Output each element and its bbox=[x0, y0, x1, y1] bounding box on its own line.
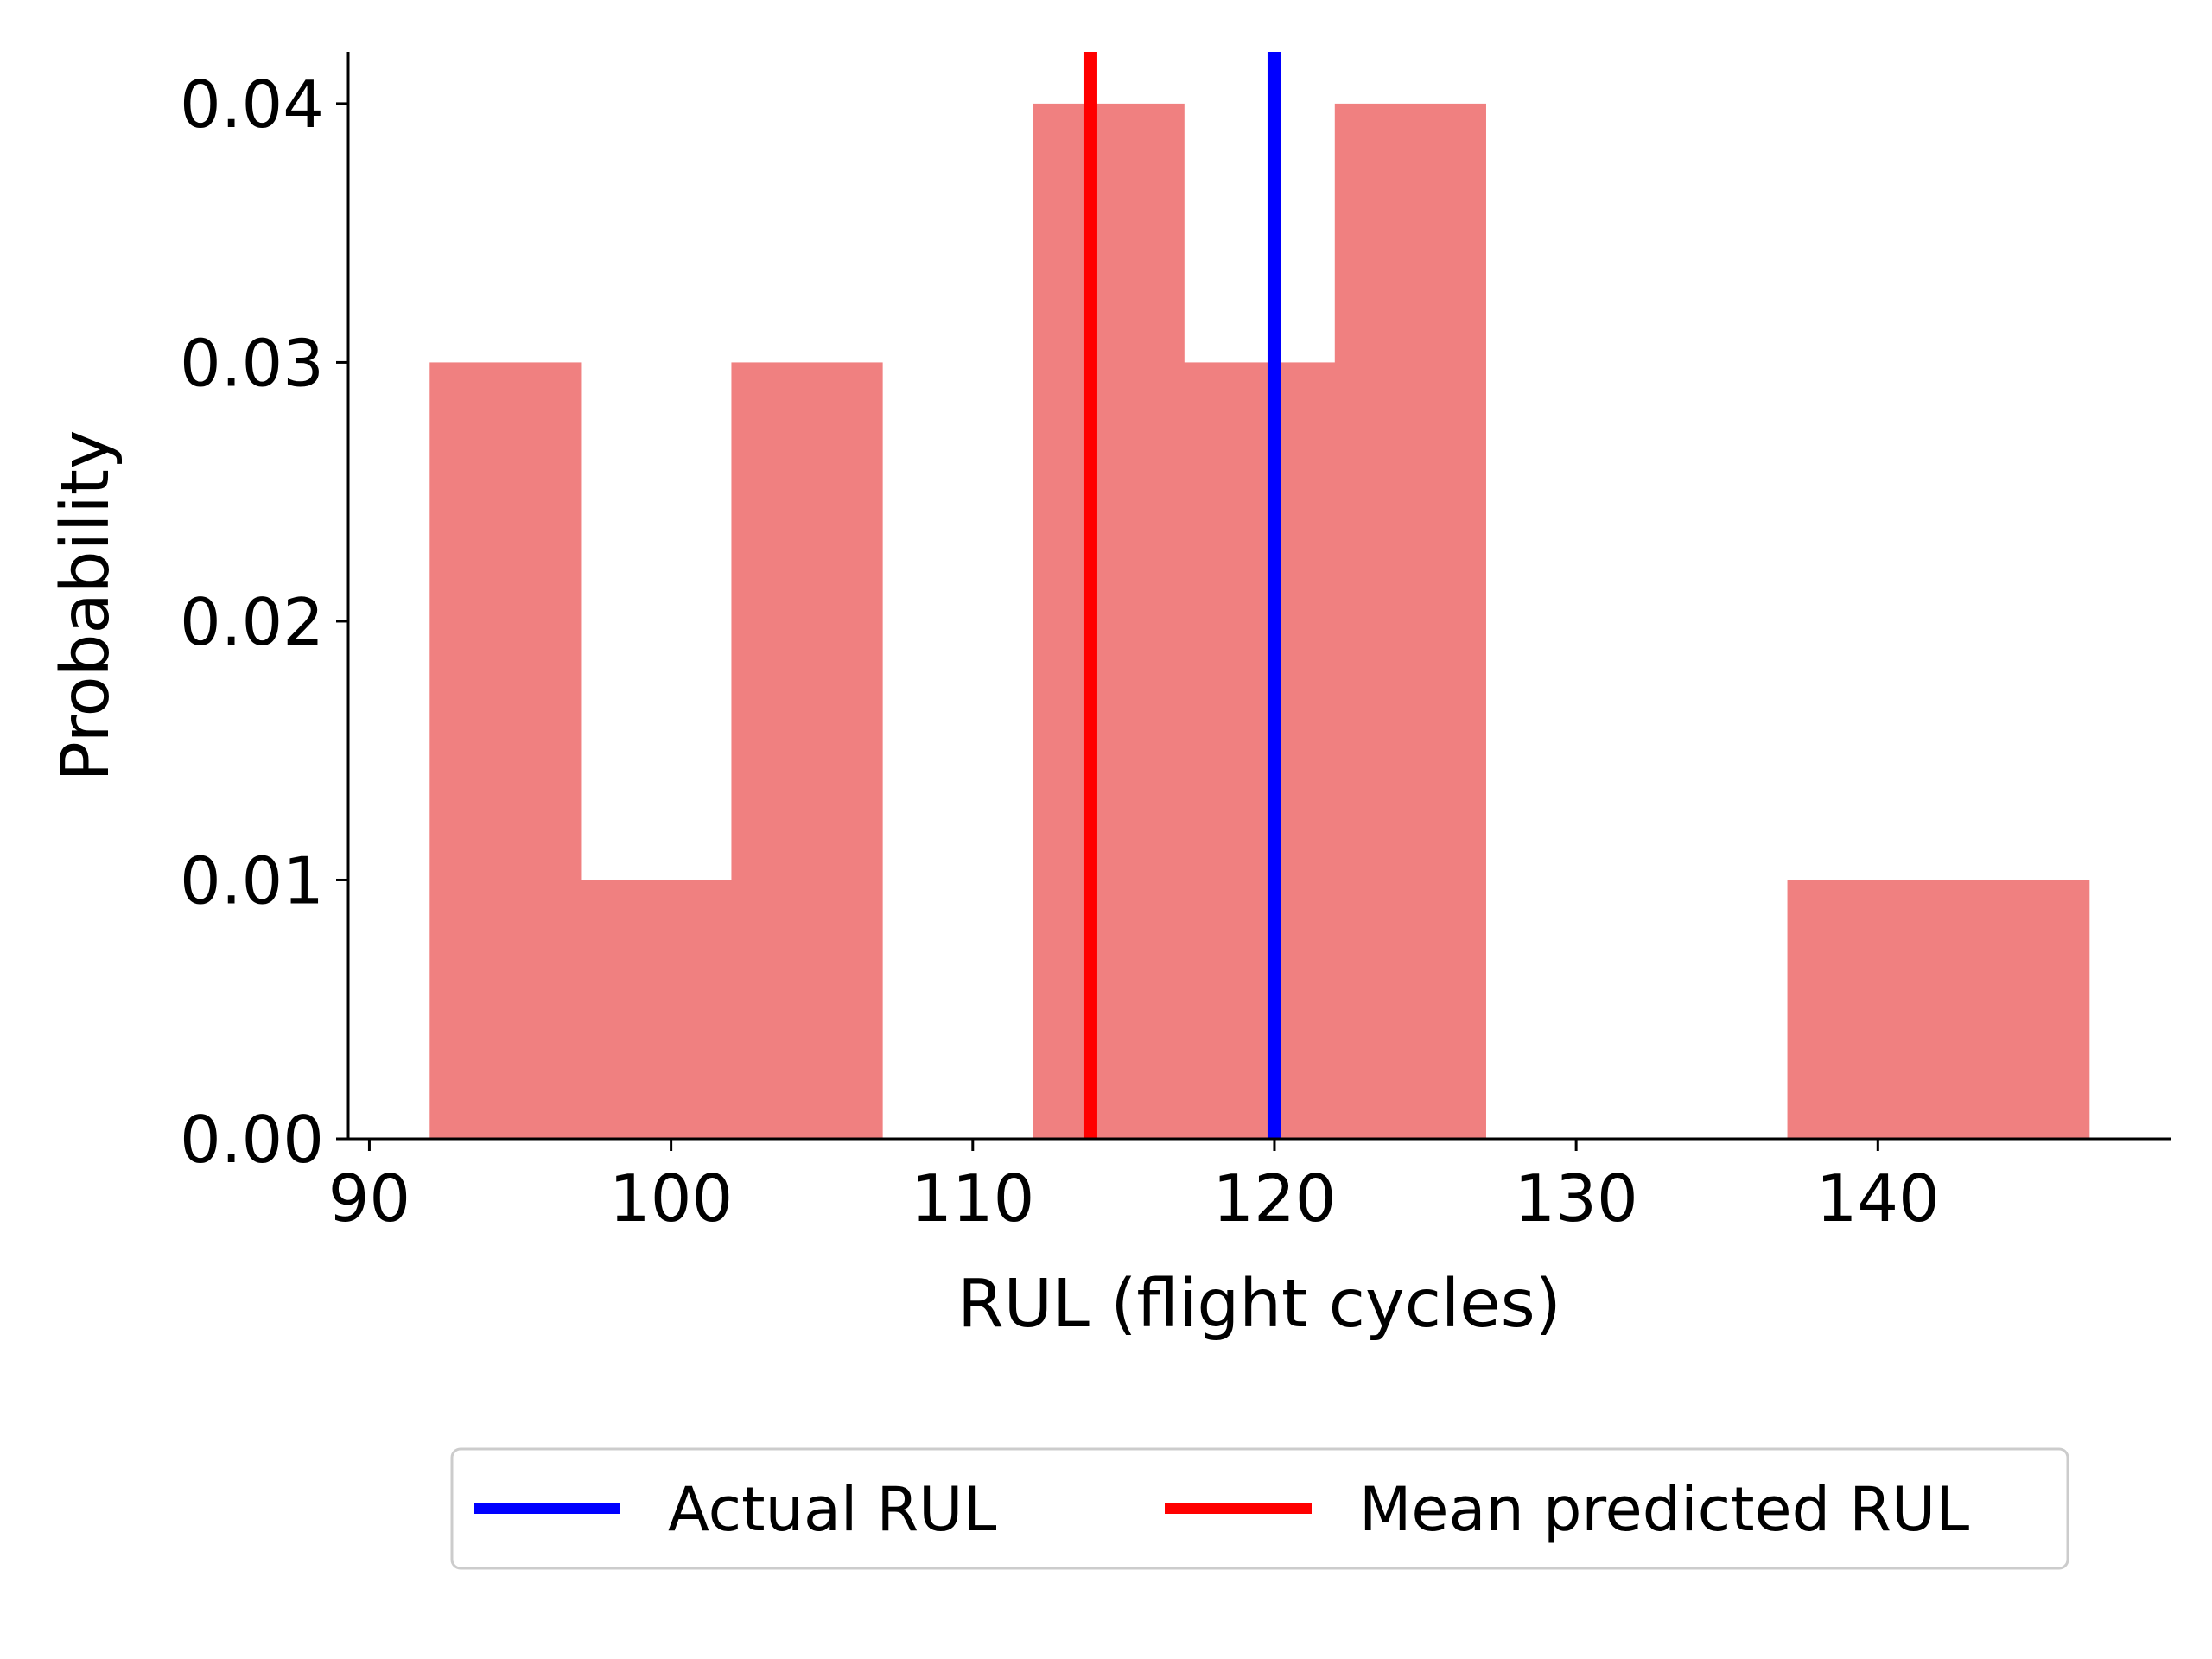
x-tick-label-90: 90 bbox=[328, 1160, 410, 1236]
histogram-bar-4 bbox=[1033, 103, 1185, 1139]
y-tick-label-4: 0.04 bbox=[180, 67, 324, 143]
axes bbox=[346, 52, 2171, 1141]
x-tick-label-140: 140 bbox=[1816, 1160, 1940, 1236]
histogram-bar-2 bbox=[731, 362, 883, 1139]
legend-label-mean-predicted-rul: Mean predicted RUL bbox=[1359, 1474, 1969, 1545]
x-tick-label-100: 100 bbox=[609, 1160, 733, 1236]
histogram-bars bbox=[429, 103, 2090, 1139]
x-tick-label-110: 110 bbox=[911, 1160, 1034, 1236]
x-axis-ticks: 90 100 110 120 130 140 bbox=[328, 1139, 1940, 1236]
y-tick-label-1: 0.01 bbox=[180, 842, 324, 918]
y-tick-label-3: 0.03 bbox=[180, 325, 324, 401]
y-tick-label-2: 0.02 bbox=[180, 584, 324, 660]
legend-label-actual-rul: Actual RUL bbox=[668, 1474, 996, 1545]
reference-lines bbox=[1083, 52, 1281, 1139]
x-axis-title: RUL (flight cycles) bbox=[957, 1266, 1561, 1343]
legend: Actual RUL Mean predicted RUL bbox=[450, 1447, 2069, 1570]
histogram-bar-9 bbox=[1787, 880, 1939, 1139]
y-axis-ticks: 0.00 0.01 0.02 0.03 0.04 bbox=[180, 67, 348, 1178]
y-axis-title: Probability bbox=[48, 429, 124, 781]
histogram-bar-1 bbox=[580, 880, 733, 1139]
histogram-bar-6 bbox=[1334, 103, 1486, 1139]
y-tick-label-0: 0.00 bbox=[180, 1102, 324, 1178]
histogram-bar-10 bbox=[1938, 880, 2090, 1139]
x-tick-label-130: 130 bbox=[1515, 1160, 1638, 1236]
histogram-bar-5 bbox=[1184, 362, 1336, 1139]
x-tick-label-120: 120 bbox=[1212, 1160, 1336, 1236]
histogram-bar-0 bbox=[429, 362, 582, 1139]
